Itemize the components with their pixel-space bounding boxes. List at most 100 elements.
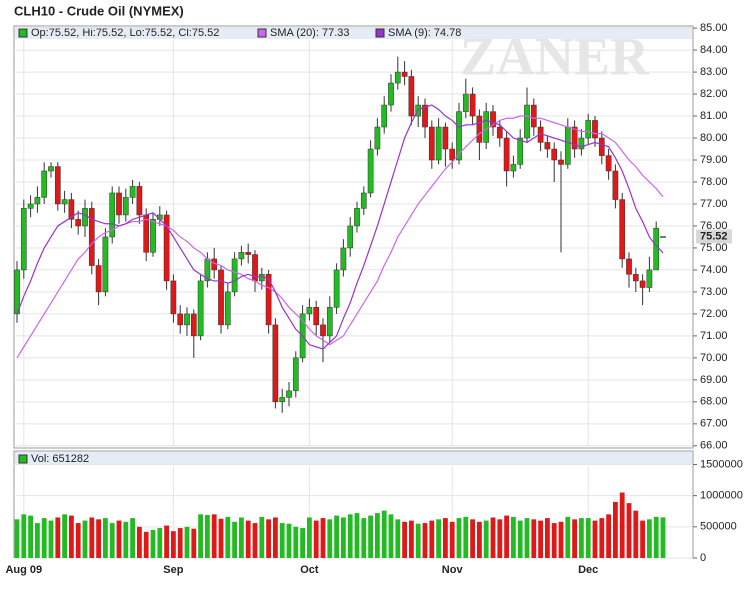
y-tick-label: 71.00 [700, 330, 728, 342]
volume-bar [361, 518, 367, 558]
candle-body [231, 258, 238, 293]
volume-bar [177, 528, 183, 558]
volume-bar [347, 514, 353, 558]
volume-bar [35, 523, 40, 558]
candle-body [245, 252, 252, 255]
candle-body [408, 76, 415, 117]
candle-body [197, 280, 204, 337]
candle-body [524, 104, 530, 139]
volume-bar [381, 510, 387, 558]
volume-bar [82, 520, 88, 558]
volume-bar [239, 517, 244, 558]
candle-body [469, 93, 476, 117]
volume-bar [558, 521, 564, 558]
x-tick-label: Oct [300, 564, 319, 576]
candle-body [14, 269, 20, 315]
candle-body [510, 164, 517, 172]
candle-body [517, 137, 524, 165]
candle-body [442, 126, 449, 150]
volume-bar [497, 519, 503, 558]
candle-body [564, 126, 571, 165]
volume-bar [504, 515, 509, 558]
y-tick-label: 79.00 [700, 154, 728, 166]
legend-swatch [257, 28, 267, 38]
volume-bar [75, 523, 81, 558]
y-tick-label: 80.00 [700, 132, 728, 144]
candle-body [109, 192, 116, 238]
legend-band [15, 452, 692, 465]
volume-bar [96, 519, 101, 558]
candle-body [653, 227, 660, 271]
legend-swatch [18, 28, 28, 38]
volume-bar [619, 492, 625, 558]
volume-bar [483, 520, 489, 558]
candle-body [646, 269, 653, 288]
volume-bar [395, 519, 401, 558]
candle-body [116, 192, 122, 216]
volume-bar [184, 526, 190, 558]
candle-body [88, 208, 95, 266]
candle-body [136, 186, 143, 216]
candle-body [592, 120, 598, 139]
candle-body [490, 111, 496, 128]
volume-bar [626, 503, 632, 558]
y-tick-label: 81.00 [700, 110, 728, 122]
volume-bar [157, 528, 163, 558]
y-tick-label: 72.00 [700, 308, 728, 320]
volume-bar [123, 521, 129, 558]
volume-bar [198, 514, 203, 558]
candle-body [320, 324, 326, 337]
candle-body [456, 111, 462, 161]
candle-body [428, 126, 435, 161]
volume-bar [116, 520, 122, 558]
candle-body [326, 307, 333, 337]
candle-body [619, 199, 626, 260]
volume-bar [490, 517, 496, 558]
candle-body [122, 197, 129, 216]
volume-bar [354, 513, 360, 558]
candle-body [496, 126, 503, 139]
price-panel [13, 25, 694, 449]
candle-body [163, 214, 170, 282]
candle-body [265, 274, 272, 326]
volume-bar [143, 531, 149, 558]
candle-body [483, 111, 490, 143]
candle-body [544, 142, 551, 150]
volume-bar [402, 521, 407, 558]
y-tick-label: 1500000 [700, 458, 743, 470]
volume-bar [205, 514, 210, 558]
volume-bar [41, 518, 47, 558]
candle-body [354, 208, 360, 227]
volume-bar [307, 517, 312, 558]
y-tick-label: 67.00 [700, 418, 728, 430]
volume-bar [640, 520, 645, 558]
volume-bar [130, 518, 135, 558]
candle-body [54, 166, 61, 205]
volume-bar [531, 519, 537, 558]
volume-bar [579, 518, 584, 558]
candle-body [360, 192, 367, 209]
volume-bar [69, 515, 74, 558]
volume-bar [572, 519, 577, 558]
candle-body [313, 307, 320, 326]
volume-bar [524, 518, 530, 558]
candle-body [150, 219, 156, 253]
volume-bar [14, 519, 20, 558]
candle-body [585, 120, 592, 139]
volume-bar [415, 523, 421, 558]
volume-bar [245, 520, 251, 558]
candle-body [394, 71, 401, 84]
candle-body [279, 397, 286, 403]
y-tick-label: 76.00 [700, 220, 728, 232]
candle-body [292, 357, 299, 392]
candle-body [82, 208, 88, 227]
volume-bar [565, 516, 571, 558]
candle-body [347, 225, 354, 249]
volume-bar [443, 518, 448, 558]
volume-bar [62, 514, 67, 558]
volume-bar [422, 523, 428, 558]
volume-bar [511, 516, 516, 558]
legend-band [15, 27, 692, 39]
volume-bar [538, 520, 543, 558]
